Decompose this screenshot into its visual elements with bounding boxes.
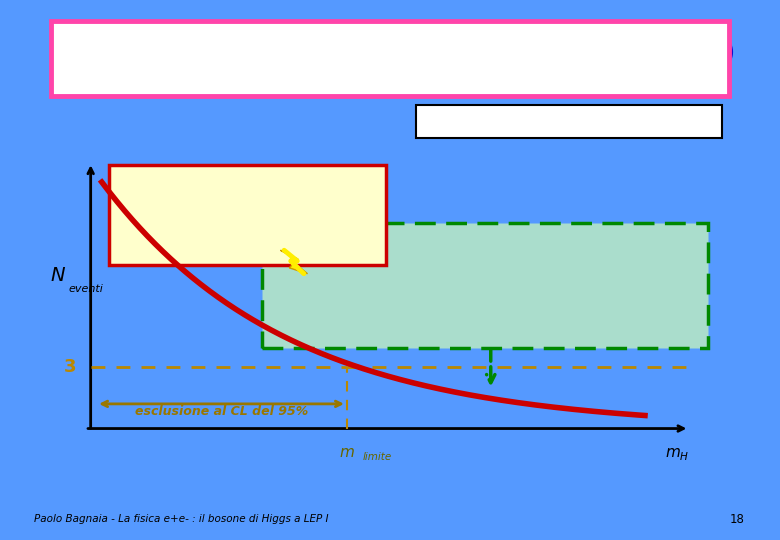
Text: (m: (m: [204, 211, 229, 229]
Text: segnale: segnale: [153, 220, 193, 231]
Text: m ≤ 2.996 ≈ 3: m ≤ 2.996 ≈ 3: [384, 282, 505, 297]
Text: Paolo Bagnaia - La fisica e+e- : il bosone di Higgs a LEP I: Paolo Bagnaia - La fisica e+e- : il boso…: [34, 514, 328, 524]
Text: ; CL=95%: ; CL=95%: [478, 232, 560, 247]
Text: m: m: [665, 444, 680, 460]
Text: limite: limite: [363, 452, 392, 462]
Text: Animazione: Animazione: [277, 257, 358, 271]
Text: ) × L: ) × L: [243, 211, 286, 229]
Text: σ: σ: [133, 211, 146, 229]
Text: eventi: eventi: [69, 284, 104, 294]
Text: N: N: [50, 266, 65, 285]
Text: × ε: × ε: [307, 211, 342, 229]
Text: ℓ(n=0|m) ≥ 1-CL → m ≤ - ℓn (1-CL) →: ℓ(n=0|m) ≥ 1-CL → m ≤ - ℓn (1-CL) →: [383, 256, 639, 271]
FancyBboxPatch shape: [262, 224, 707, 348]
Text: m: m: [339, 444, 354, 460]
Text: 3: 3: [64, 358, 76, 376]
Polygon shape: [281, 250, 307, 274]
Text: H: H: [680, 452, 688, 462]
Text: Higgs: Higgs: [520, 54, 573, 72]
Text: H: H: [231, 218, 239, 231]
Text: esempio : limite per m: esempio : limite per m: [214, 43, 566, 71]
Text: limite: limite: [383, 232, 432, 247]
Text: il disegno è solo un esempio: il disegno è solo un esempio: [485, 114, 653, 128]
Text: H: H: [226, 181, 236, 194]
FancyBboxPatch shape: [416, 105, 722, 138]
Text: 18: 18: [729, 512, 744, 526]
Text: s(m: s(m: [182, 174, 217, 192]
Text: (b=0, n=0): (b=0, n=0): [556, 43, 736, 71]
Text: visti: visti: [456, 236, 480, 246]
FancyBboxPatch shape: [109, 165, 386, 265]
Text: eventi: eventi: [423, 240, 456, 250]
Text: analisi: analisi: [328, 220, 362, 230]
FancyBboxPatch shape: [51, 21, 729, 96]
Text: esclusione al CL del 95%: esclusione al CL del 95%: [135, 405, 308, 418]
Text: int: int: [288, 220, 302, 230]
Text: ) =: ) =: [240, 174, 268, 192]
